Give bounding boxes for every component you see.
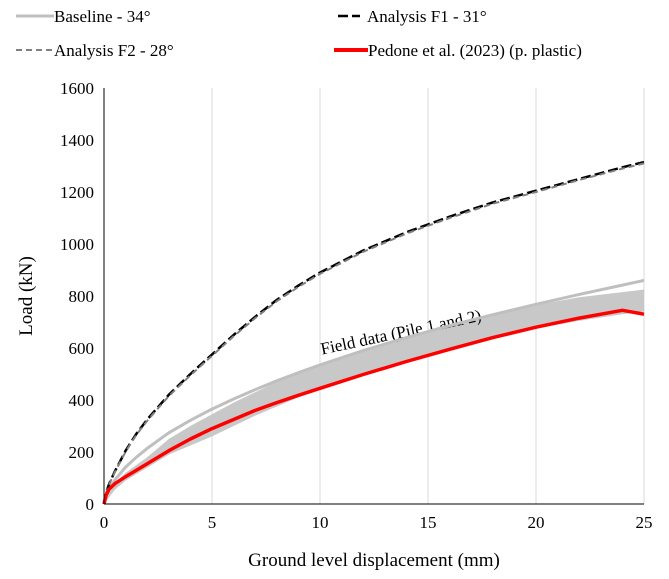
y-tick-label-7: 1400 (60, 131, 94, 150)
series-line-2 (103, 162, 645, 505)
x-tick-label-5: 25 (636, 513, 653, 532)
y-tick-label-8: 1600 (60, 79, 94, 98)
x-tick-label-4: 20 (528, 513, 545, 532)
x-axis-label: Ground level displacement (mm) (248, 550, 500, 571)
legend-label-baseline: Baseline - 34° (54, 7, 151, 26)
x-tick-label-0: 0 (100, 513, 109, 532)
y-tick-label-3: 600 (69, 339, 95, 358)
y-axis-label: Load (kN) (16, 256, 37, 336)
series-line-0 (102, 278, 645, 505)
series-line-3 (102, 308, 645, 505)
field-data-band (104, 289, 644, 504)
x-tick-labels: 0 5 10 15 20 25 (100, 513, 653, 532)
x-tick-label-1: 5 (208, 513, 217, 532)
legend-label-analysis-f1: Analysis F1 - 31° (367, 7, 487, 26)
vertical-gridlines (211, 88, 645, 504)
legend: Baseline - 34° Analysis F1 - 31° Analysi… (16, 7, 582, 60)
x-tick-label-2: 10 (312, 513, 329, 532)
legend-label-analysis-f2: Analysis F2 - 28° (54, 41, 174, 60)
y-tick-label-1: 200 (69, 443, 95, 462)
y-tick-labels: 0 200 400 600 800 1000 1200 1400 1600 (60, 79, 94, 514)
y-tick-label-6: 1200 (60, 183, 94, 202)
y-tick-label-5: 1000 (60, 235, 94, 254)
y-tick-label-0: 0 (86, 495, 95, 514)
y-tick-label-2: 400 (69, 391, 95, 410)
series-lines (102, 160, 645, 505)
axes (103, 88, 644, 505)
y-tick-label-4: 800 (69, 287, 95, 306)
x-tick-label-3: 15 (420, 513, 437, 532)
legend-label-pedone: Pedone et al. (2023) (p. plastic) (368, 41, 582, 60)
